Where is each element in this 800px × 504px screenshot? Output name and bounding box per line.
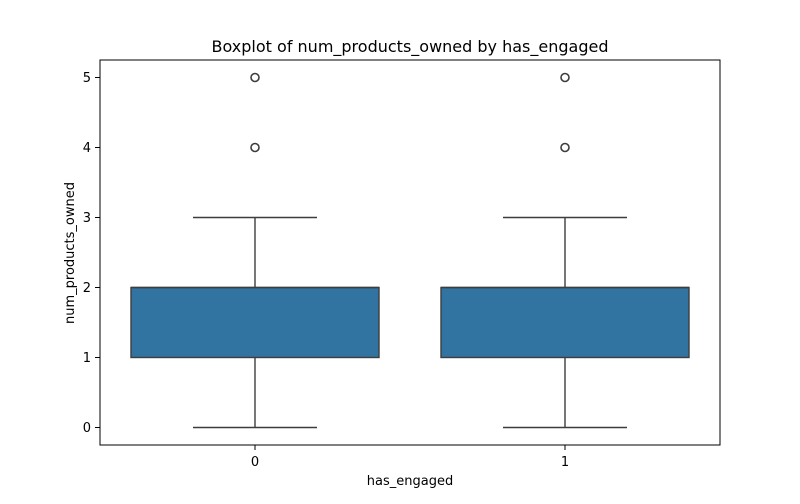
outlier-point — [250, 72, 260, 83]
y-tick-label: 0 — [83, 421, 91, 436]
y-tick-label: 1 — [83, 351, 91, 366]
x-tick-label: 1 — [561, 455, 569, 470]
plot-area — [130, 72, 690, 429]
y-tick-label: 2 — [83, 281, 91, 296]
x-tick-label: 0 — [251, 455, 259, 470]
box-iqr — [440, 286, 690, 359]
box-iqr — [130, 286, 380, 359]
y-tick-label: 3 — [83, 211, 91, 226]
y-axis-label: num_products_owned — [63, 182, 78, 324]
box-group-0 — [130, 72, 380, 429]
y-tick-label: 4 — [83, 141, 91, 156]
axes: 0 1 2 3 4 5 0 1 — [83, 71, 569, 470]
outlier-point — [250, 142, 260, 153]
outlier-point — [560, 142, 570, 153]
plot-frame — [99, 59, 721, 446]
y-tick-label: 5 — [83, 71, 91, 86]
outlier-point — [560, 72, 570, 83]
chart-title: Boxplot of num_products_owned by has_eng… — [212, 37, 609, 57]
x-axis-label: has_engaged — [367, 474, 453, 489]
box-group-1 — [440, 72, 690, 429]
